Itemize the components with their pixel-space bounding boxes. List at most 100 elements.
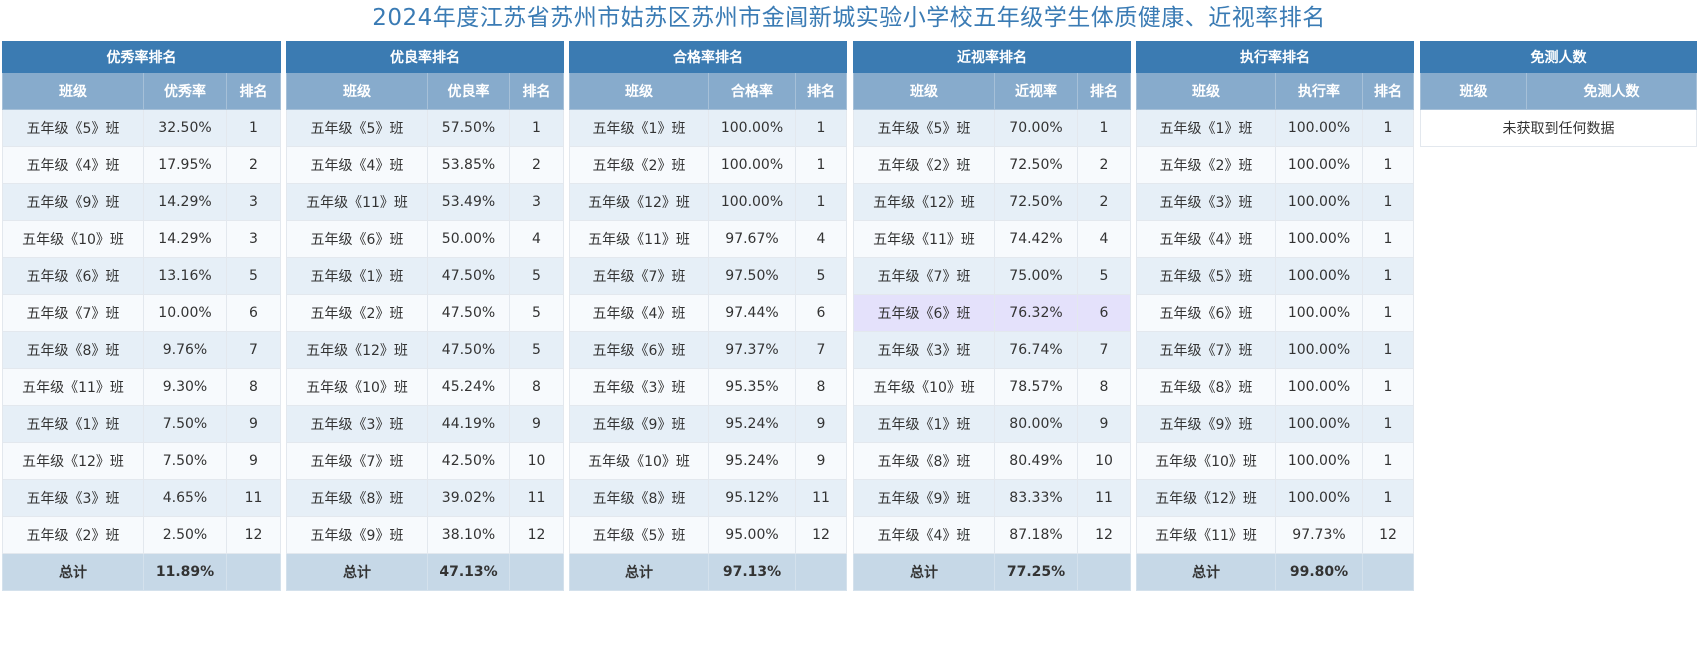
table-row[interactable]: 五年级《5》班 100.00% 1 — [1136, 257, 1414, 295]
table-row[interactable]: 五年级《3》班 100.00% 1 — [1136, 183, 1414, 221]
rate-cell: 39.02% — [427, 479, 510, 517]
column-header-class[interactable]: 班级 — [569, 72, 709, 110]
rate-cell: 76.32% — [994, 294, 1078, 332]
table-row[interactable]: 五年级《1》班 47.50% 5 — [286, 257, 564, 295]
table-row[interactable]: 五年级《9》班 100.00% 1 — [1136, 405, 1414, 443]
rate-cell: 95.35% — [708, 368, 796, 406]
table-row[interactable]: 五年级《6》班 76.32% 6 — [853, 294, 1131, 332]
table-row[interactable]: 五年级《7》班 10.00% 6 — [2, 294, 281, 332]
table-row[interactable]: 五年级《8》班 100.00% 1 — [1136, 368, 1414, 406]
table-row[interactable]: 五年级《6》班 100.00% 1 — [1136, 294, 1414, 332]
rate-cell: 100.00% — [1275, 257, 1363, 295]
column-header-class[interactable]: 班级 — [1420, 72, 1527, 110]
table-row[interactable]: 五年级《7》班 75.00% 5 — [853, 257, 1131, 295]
total-label: 总计 — [853, 553, 995, 591]
column-header-rank[interactable]: 排名 — [509, 72, 564, 110]
panel-header: 合格率排名 — [569, 41, 847, 73]
table-row[interactable]: 五年级《4》班 97.44% 6 — [569, 294, 847, 332]
table-row[interactable]: 五年级《8》班 9.76% 7 — [2, 331, 281, 369]
table-row[interactable]: 五年级《12》班 72.50% 2 — [853, 183, 1131, 221]
column-header-rank[interactable]: 排名 — [795, 72, 847, 110]
class-cell: 五年级《12》班 — [2, 442, 144, 480]
ranking-table: 合格率排名 班级 合格率 排名 五年级《1》班 100.00% 1 五年级《2》班 100.00… — [569, 41, 847, 591]
table-row[interactable]: 五年级《8》班 80.49% 10 — [853, 442, 1131, 480]
table-row[interactable]: 五年级《9》班 95.24% 9 — [569, 405, 847, 443]
table-row[interactable]: 五年级《4》班 100.00% 1 — [1136, 220, 1414, 258]
table-row[interactable]: 五年级《2》班 2.50% 12 — [2, 516, 281, 554]
table-row[interactable]: 五年级《2》班 72.50% 2 — [853, 146, 1131, 184]
table-row[interactable]: 五年级《8》班 39.02% 11 — [286, 479, 564, 517]
table-row[interactable]: 五年级《2》班 47.50% 5 — [286, 294, 564, 332]
column-header-execution-rate[interactable]: 执行率 — [1275, 72, 1363, 110]
table-row[interactable]: 五年级《3》班 95.35% 8 — [569, 368, 847, 406]
table-row[interactable]: 五年级《1》班 100.00% 1 — [569, 109, 847, 147]
table-row[interactable]: 五年级《7》班 42.50% 10 — [286, 442, 564, 480]
table-row[interactable]: 五年级《1》班 100.00% 1 — [1136, 109, 1414, 147]
column-header-pass-rate[interactable]: 合格率 — [708, 72, 796, 110]
column-header-class[interactable]: 班级 — [1136, 72, 1276, 110]
rate-cell: 100.00% — [1275, 109, 1363, 147]
class-cell: 五年级《4》班 — [2, 146, 144, 184]
table-row[interactable]: 五年级《12》班 100.00% 1 — [569, 183, 847, 221]
table-row[interactable]: 五年级《4》班 53.85% 2 — [286, 146, 564, 184]
column-header-rank[interactable]: 排名 — [1077, 72, 1131, 110]
rank-cell: 11 — [795, 479, 847, 517]
table-row[interactable]: 五年级《3》班 76.74% 7 — [853, 331, 1131, 369]
column-header-class[interactable]: 班级 — [853, 72, 995, 110]
table-row[interactable]: 五年级《5》班 95.00% 12 — [569, 516, 847, 554]
rank-cell: 3 — [509, 183, 564, 221]
table-row[interactable]: 五年级《12》班 47.50% 5 — [286, 331, 564, 369]
table-row[interactable]: 五年级《10》班 95.24% 9 — [569, 442, 847, 480]
class-cell: 五年级《11》班 — [286, 183, 428, 221]
column-header-class[interactable]: 班级 — [286, 72, 428, 110]
table-row[interactable]: 五年级《8》班 95.12% 11 — [569, 479, 847, 517]
column-header-rank[interactable]: 排名 — [1362, 72, 1414, 110]
table-row[interactable]: 五年级《11》班 74.42% 4 — [853, 220, 1131, 258]
table-row[interactable]: 五年级《9》班 14.29% 3 — [2, 183, 281, 221]
total-label: 总计 — [286, 553, 428, 591]
class-cell: 五年级《12》班 — [1136, 479, 1276, 517]
table-row[interactable]: 五年级《9》班 83.33% 11 — [853, 479, 1131, 517]
table-row[interactable]: 五年级《9》班 38.10% 12 — [286, 516, 564, 554]
table-row[interactable]: 五年级《11》班 9.30% 8 — [2, 368, 281, 406]
table-row[interactable]: 五年级《2》班 100.00% 1 — [569, 146, 847, 184]
table-row[interactable]: 五年级《12》班 7.50% 9 — [2, 442, 281, 480]
table-row[interactable]: 五年级《4》班 87.18% 12 — [853, 516, 1131, 554]
table-row[interactable]: 五年级《7》班 100.00% 1 — [1136, 331, 1414, 369]
table-row[interactable]: 五年级《5》班 32.50% 1 — [2, 109, 281, 147]
table-row[interactable]: 五年级《11》班 97.73% 12 — [1136, 516, 1414, 554]
table-row[interactable]: 五年级《3》班 4.65% 11 — [2, 479, 281, 517]
rank-cell: 12 — [1362, 516, 1414, 554]
table-row[interactable]: 五年级《3》班 44.19% 9 — [286, 405, 564, 443]
table-row[interactable]: 五年级《4》班 17.95% 2 — [2, 146, 281, 184]
table-row[interactable]: 五年级《10》班 100.00% 1 — [1136, 442, 1414, 480]
table-row[interactable]: 五年级《10》班 78.57% 8 — [853, 368, 1131, 406]
column-header-class[interactable]: 班级 — [2, 72, 144, 110]
table-row[interactable]: 五年级《5》班 70.00% 1 — [853, 109, 1131, 147]
table-row[interactable]: 五年级《6》班 13.16% 5 — [2, 257, 281, 295]
ranking-table: 近视率排名 班级 近视率 排名 五年级《5》班 70.00% 1 五年级《2》班 72.50% 2… — [853, 41, 1131, 591]
class-cell: 五年级《1》班 — [2, 405, 144, 443]
rate-cell: 95.00% — [708, 516, 796, 554]
table-row[interactable]: 五年级《5》班 57.50% 1 — [286, 109, 564, 147]
table-row[interactable]: 五年级《10》班 14.29% 3 — [2, 220, 281, 258]
table-row[interactable]: 五年级《1》班 7.50% 9 — [2, 405, 281, 443]
column-header-excellent-rate[interactable]: 优秀率 — [143, 72, 227, 110]
table-row[interactable]: 五年级《2》班 100.00% 1 — [1136, 146, 1414, 184]
column-header-exempt[interactable]: 免测人数 — [1526, 72, 1697, 110]
column-header-rank[interactable]: 排名 — [226, 72, 281, 110]
table-row[interactable]: 五年级《10》班 45.24% 8 — [286, 368, 564, 406]
table-row[interactable]: 五年级《7》班 97.50% 5 — [569, 257, 847, 295]
column-header-good-rate[interactable]: 优良率 — [427, 72, 510, 110]
table-row[interactable]: 五年级《1》班 80.00% 9 — [853, 405, 1131, 443]
rate-cell: 100.00% — [708, 183, 796, 221]
table-row[interactable]: 五年级《6》班 50.00% 4 — [286, 220, 564, 258]
panel-myopia-rate: 近视率排名 班级 近视率 排名 五年级《5》班 70.00% 1 五年级《2》班 72.50% 2… — [853, 41, 1131, 591]
table-row[interactable]: 五年级《12》班 100.00% 1 — [1136, 479, 1414, 517]
table-row[interactable]: 五年级《11》班 97.67% 4 — [569, 220, 847, 258]
column-header-myopia-rate[interactable]: 近视率 — [994, 72, 1078, 110]
table-row[interactable]: 五年级《11》班 53.49% 3 — [286, 183, 564, 221]
table-row[interactable]: 五年级《6》班 97.37% 7 — [569, 331, 847, 369]
total-row: 总计 97.13% — [569, 553, 847, 591]
class-cell: 五年级《2》班 — [853, 146, 995, 184]
